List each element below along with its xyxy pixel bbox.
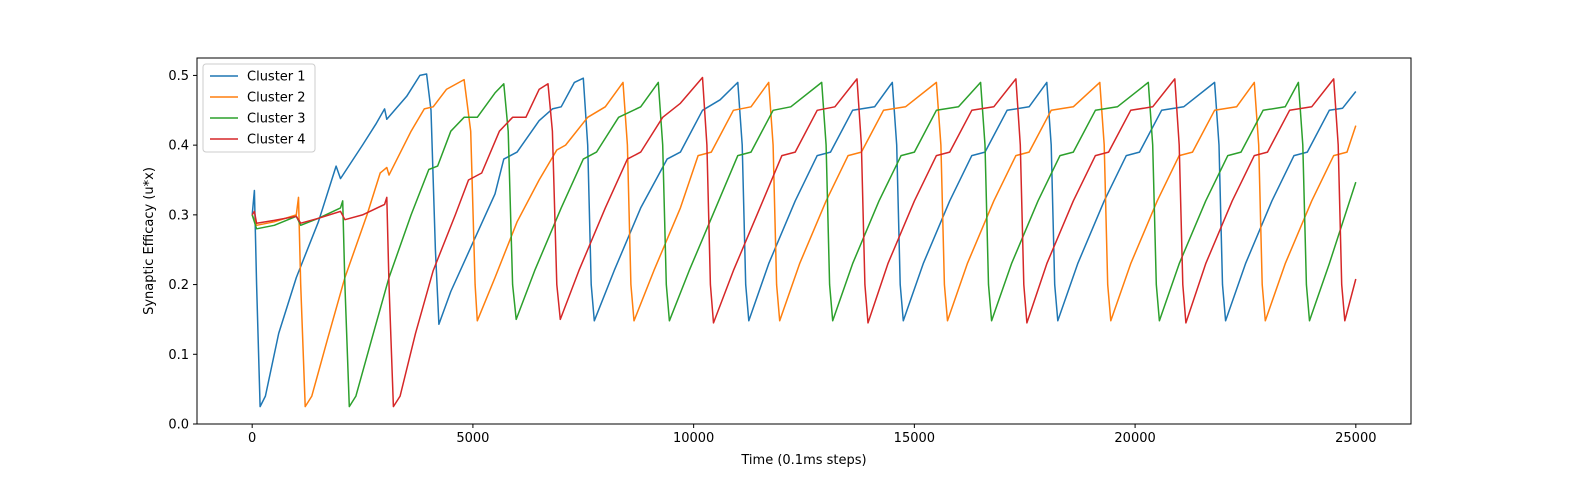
y-axis-label: Synaptic Efficacy (u*x) xyxy=(142,167,157,315)
plot-area xyxy=(251,73,1357,408)
y-tick-label: 0.2 xyxy=(168,278,189,293)
x-tick-label: 25000 xyxy=(1335,431,1376,446)
x-tick-label: 0 xyxy=(248,431,256,446)
legend-label-cluster-1: Cluster 1 xyxy=(247,70,306,85)
y-tick-label: 0.0 xyxy=(168,418,189,433)
x-tick-label: 5000 xyxy=(456,431,489,446)
x-axis-ticks: 0 5000 10000 15000 20000 25000 xyxy=(248,424,1376,446)
legend-label-cluster-4: Cluster 4 xyxy=(247,133,306,148)
y-axis-ticks: 0.0 0.1 0.2 0.3 0.4 0.5 xyxy=(168,69,197,433)
x-tick-label: 20000 xyxy=(1114,431,1155,446)
y-tick-label: 0.3 xyxy=(168,208,189,223)
series-line-cluster-2 xyxy=(251,78,1357,408)
y-tick-label: 0.4 xyxy=(168,139,189,154)
x-tick-label: 10000 xyxy=(673,431,714,446)
axes-frame xyxy=(196,57,1412,425)
y-tick-label: 0.5 xyxy=(168,69,189,84)
x-axis-label: Time (0.1ms steps) xyxy=(740,453,866,468)
series-line-cluster-4 xyxy=(251,76,1357,408)
legend-label-cluster-3: Cluster 3 xyxy=(247,112,306,127)
y-tick-label: 0.1 xyxy=(168,348,189,363)
x-tick-label: 15000 xyxy=(894,431,935,446)
legend-box xyxy=(202,63,316,153)
legend-label-cluster-2: Cluster 2 xyxy=(247,91,306,106)
series-line-cluster-3 xyxy=(251,81,1357,408)
series-line-cluster-1 xyxy=(251,73,1357,408)
legend: Cluster 1 Cluster 2 Cluster 3 Cluster 4 xyxy=(202,63,316,153)
